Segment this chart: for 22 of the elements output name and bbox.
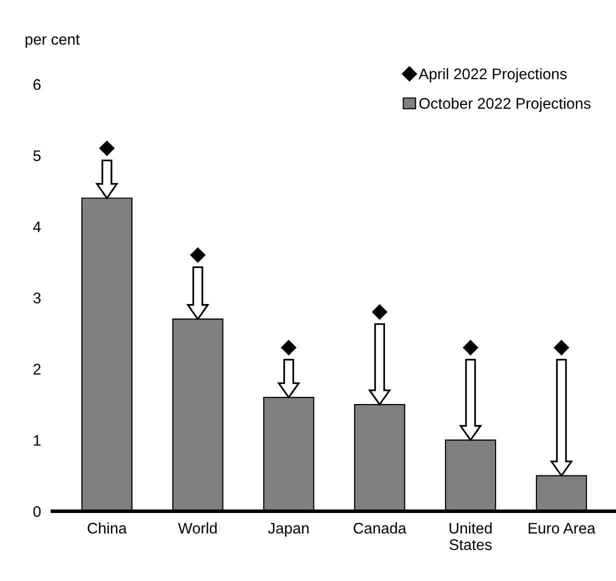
point — [99, 140, 114, 156]
y-tick-label: 1 — [34, 435, 41, 446]
x-tick-label: China — [88, 522, 127, 534]
y-tick-label: 3 — [33, 292, 41, 304]
x-tick-label: Euro Area — [528, 522, 596, 534]
point — [554, 340, 570, 356]
y-tick-label: 6 — [34, 79, 41, 90]
point — [462, 340, 478, 356]
y-tick-label: 2 — [34, 364, 40, 374]
point — [372, 304, 388, 320]
y-axis-title: per cent — [26, 34, 80, 48]
y-tick-label: 5 — [33, 150, 41, 162]
y-tick-label: 0 — [33, 506, 41, 517]
x-tick-label: World — [178, 522, 217, 534]
point — [190, 247, 206, 263]
legend-label: April 2022 Projections — [418, 68, 567, 82]
legend-label: October 2022 Projections — [419, 98, 590, 112]
x-tick-label: United States — [450, 522, 492, 550]
x-tick-label: Canada — [354, 522, 406, 534]
point — [281, 340, 296, 356]
y-tick-label: 4 — [33, 222, 41, 232]
x-tick-label: Japan — [268, 522, 309, 537]
